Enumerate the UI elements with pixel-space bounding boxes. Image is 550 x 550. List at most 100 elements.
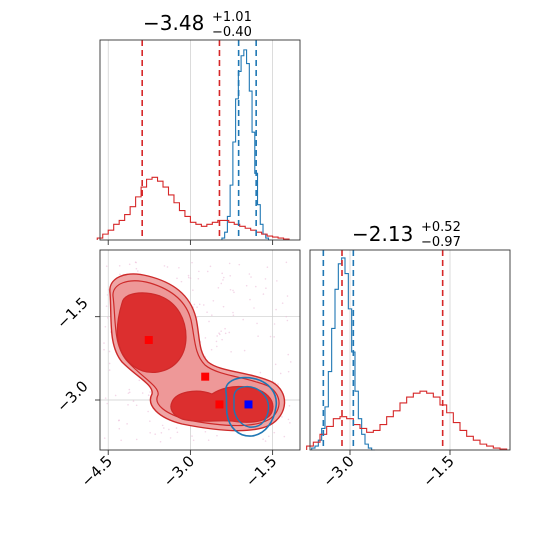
sample-dot	[210, 314, 213, 316]
tick-label-x: −1.5	[419, 452, 457, 490]
blue-contour-inner	[233, 385, 270, 428]
marginal-frame-param-2	[309, 249, 511, 451]
title-param-1: −3.48	[143, 11, 204, 35]
sample-dot	[279, 372, 282, 375]
sample-dot	[191, 435, 193, 437]
tick-label-x: −4.5	[78, 452, 116, 490]
sample-dot	[192, 439, 195, 442]
sample-dot	[287, 370, 290, 373]
sample-dot	[193, 303, 196, 306]
sample-dot	[127, 392, 130, 394]
sample-dot	[209, 265, 212, 268]
marginal-panel-param-1: −3.48 +1.01 −0.40	[96, 10, 301, 245]
sample-dot	[268, 435, 270, 438]
sample-dot	[216, 434, 218, 437]
sample-dot	[221, 272, 223, 275]
sample-dot	[118, 427, 121, 430]
sample-dot	[262, 293, 265, 295]
sample-dot	[228, 331, 231, 334]
sample-dot	[161, 424, 164, 427]
sample-dot	[138, 379, 141, 382]
sample-dot	[126, 423, 128, 425]
sample-dot	[196, 306, 198, 308]
sample-dot	[159, 440, 162, 443]
sample-dot	[273, 336, 275, 338]
sample-dot	[228, 262, 231, 265]
sample-dot	[202, 304, 205, 306]
sample-dot	[163, 427, 165, 429]
red-marker	[144, 336, 153, 344]
sample-dot	[208, 320, 210, 323]
sample-dot	[232, 314, 235, 317]
sample-dot	[114, 394, 117, 397]
sample-dot	[187, 276, 190, 279]
sample-dot	[257, 335, 259, 337]
sample-dot	[204, 337, 207, 339]
sample-dot	[128, 391, 131, 394]
sample-dot	[160, 431, 163, 434]
sample-dot	[166, 266, 169, 268]
red-marker	[201, 372, 210, 381]
sample-dot	[289, 422, 291, 424]
sample-dot	[232, 311, 234, 314]
sample-dot	[215, 345, 218, 348]
sample-dot	[197, 277, 200, 280]
sample-dot	[191, 261, 193, 264]
sample-dot	[285, 315, 288, 318]
sample-dot	[118, 419, 120, 422]
sample-dot	[120, 439, 122, 442]
sample-dot	[229, 288, 232, 291]
sample-dot	[132, 400, 135, 402]
title-param-2: −2.13	[352, 222, 413, 246]
sample-dot	[288, 404, 291, 407]
sample-dot	[187, 274, 190, 277]
sample-dot	[232, 289, 234, 292]
sample-dot	[221, 338, 223, 341]
sample-dot	[106, 316, 109, 319]
sample-dot	[287, 418, 290, 421]
sample-dot	[103, 342, 105, 344]
sample-dot	[108, 362, 111, 365]
sample-dot	[176, 431, 179, 434]
sample-dot	[242, 318, 244, 321]
sample-dot	[249, 298, 251, 301]
sample-dot	[135, 267, 138, 270]
title-param-2-lower: −0.97	[421, 235, 461, 250]
sample-dot	[277, 383, 279, 385]
sample-dot	[287, 353, 290, 356]
sample-dot	[250, 276, 252, 278]
histogram-blue	[311, 257, 375, 451]
sample-dot	[262, 438, 264, 441]
sample-dot	[169, 437, 172, 439]
sample-dot	[218, 333, 221, 336]
sample-dot	[147, 394, 150, 396]
sample-dot	[283, 435, 286, 438]
tick-label-x: −1.5	[242, 452, 280, 490]
sample-dot	[254, 285, 257, 288]
sample-dot	[128, 388, 131, 391]
sample-dot	[137, 270, 139, 272]
sample-dot	[259, 371, 262, 374]
title-param-1-upper: +1.01	[212, 10, 252, 25]
sample-dot	[103, 437, 106, 439]
sample-dot	[253, 307, 255, 309]
sample-dot	[104, 325, 107, 328]
tick-label-x: −3.0	[160, 452, 198, 490]
sample-dot	[217, 287, 220, 289]
sample-dot	[238, 263, 241, 266]
sample-dot	[222, 279, 224, 281]
sample-dot	[141, 392, 144, 394]
sample-dot	[220, 282, 223, 285]
sample-dot	[276, 280, 278, 282]
blue-marker	[244, 400, 253, 409]
sample-dot	[222, 305, 225, 308]
sample-dot	[256, 322, 258, 325]
title-param-2-upper: +0.52	[421, 220, 461, 235]
sample-dot	[149, 431, 151, 434]
histogram-blue	[221, 49, 272, 241]
sample-dot	[289, 361, 292, 363]
sample-dot	[274, 363, 277, 366]
sample-dot	[106, 402, 109, 405]
histogram-red	[96, 176, 290, 240]
